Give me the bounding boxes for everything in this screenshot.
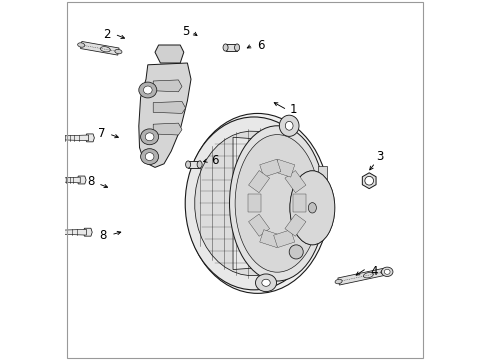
Text: 4: 4 xyxy=(370,265,378,278)
Polygon shape xyxy=(293,194,306,212)
Ellipse shape xyxy=(289,245,303,259)
Polygon shape xyxy=(153,102,186,113)
Polygon shape xyxy=(83,228,92,236)
Ellipse shape xyxy=(115,49,122,54)
Polygon shape xyxy=(273,230,295,248)
Ellipse shape xyxy=(144,86,152,94)
Text: 8: 8 xyxy=(99,229,106,242)
Ellipse shape xyxy=(381,267,393,276)
Ellipse shape xyxy=(262,279,270,286)
Polygon shape xyxy=(362,173,376,189)
Ellipse shape xyxy=(145,153,154,161)
Polygon shape xyxy=(273,159,295,177)
Polygon shape xyxy=(55,177,80,183)
Text: 2: 2 xyxy=(102,28,110,41)
Ellipse shape xyxy=(141,129,159,145)
Polygon shape xyxy=(260,230,281,248)
Ellipse shape xyxy=(139,82,157,98)
Ellipse shape xyxy=(229,126,325,281)
Polygon shape xyxy=(248,194,261,212)
Polygon shape xyxy=(285,171,306,193)
Text: 7: 7 xyxy=(98,127,105,140)
Polygon shape xyxy=(153,80,182,92)
Polygon shape xyxy=(80,41,119,55)
Ellipse shape xyxy=(186,113,329,293)
Ellipse shape xyxy=(308,203,317,213)
Ellipse shape xyxy=(197,161,202,168)
Ellipse shape xyxy=(365,176,373,185)
Ellipse shape xyxy=(185,117,323,290)
Text: 6: 6 xyxy=(211,154,218,167)
Ellipse shape xyxy=(381,270,388,274)
Polygon shape xyxy=(77,176,86,184)
Polygon shape xyxy=(248,214,270,236)
Polygon shape xyxy=(153,123,182,135)
Ellipse shape xyxy=(285,121,293,130)
Polygon shape xyxy=(338,268,385,285)
Polygon shape xyxy=(188,161,199,168)
Ellipse shape xyxy=(290,171,335,245)
Text: 6: 6 xyxy=(257,39,264,51)
Ellipse shape xyxy=(235,135,319,272)
Polygon shape xyxy=(55,135,89,141)
Ellipse shape xyxy=(141,149,159,165)
Ellipse shape xyxy=(223,44,228,51)
Text: 5: 5 xyxy=(182,25,189,38)
Polygon shape xyxy=(318,166,327,179)
Polygon shape xyxy=(85,134,95,142)
Ellipse shape xyxy=(145,133,154,141)
Polygon shape xyxy=(139,63,191,167)
Ellipse shape xyxy=(186,161,191,168)
Polygon shape xyxy=(195,131,281,276)
Text: 1: 1 xyxy=(290,103,297,116)
Text: 3: 3 xyxy=(376,150,384,163)
Polygon shape xyxy=(155,45,184,63)
Polygon shape xyxy=(248,171,270,193)
Polygon shape xyxy=(225,44,237,51)
Polygon shape xyxy=(52,229,86,235)
Ellipse shape xyxy=(77,43,85,47)
Ellipse shape xyxy=(235,44,240,51)
Ellipse shape xyxy=(384,269,390,274)
Polygon shape xyxy=(260,159,281,177)
Ellipse shape xyxy=(335,279,342,284)
Polygon shape xyxy=(285,214,306,236)
Ellipse shape xyxy=(279,115,299,136)
Text: 8: 8 xyxy=(87,175,95,188)
Ellipse shape xyxy=(255,274,276,292)
